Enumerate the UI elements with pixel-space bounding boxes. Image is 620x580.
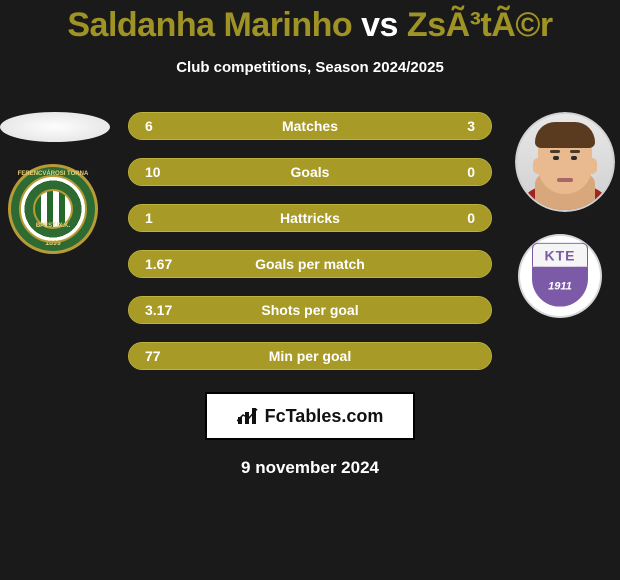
ferencvaros-crest-icon: FERENCVÁROSI TORNA BPEST.IX.K. 1899 [8,164,98,254]
stat-label: Goals [129,164,491,180]
stat-label: Hattricks [129,210,491,226]
fctables-badge: FcTables.com [205,392,415,440]
comparison-row: FERENCVÁROSI TORNA BPEST.IX.K. 1899 63Ma… [0,112,620,370]
kte-crest-label: KTE [532,243,588,267]
right-player-avatar [515,112,615,212]
stat-bar: 1.67Goals per match [128,250,492,278]
left-club-crest: FERENCVÁROSI TORNA BPEST.IX.K. 1899 [8,164,102,258]
stat-bar: 10Hattricks [128,204,492,232]
page-date: 9 november 2024 [0,458,620,478]
title-player2: ZsÃ³tÃ©r [407,6,553,44]
stat-label: Goals per match [129,256,491,272]
kte-crest-icon: KTE 1911 [518,234,602,318]
fctables-label: FcTables.com [265,406,384,427]
kte-crest-year: 1911 [532,267,588,307]
fctables-chart-icon [237,407,259,425]
stat-label: Min per goal [129,348,491,364]
crest-text-top: FERENCVÁROSI TORNA [11,171,95,177]
stat-bars: 63Matches 100Goals 10Hattricks 1.67Goals pe… [120,112,500,370]
stat-bar: 63Matches [128,112,492,140]
subtitle: Club competitions, Season 2024/2025 [0,59,620,76]
stat-label: Matches [129,118,491,134]
left-player-avatar [0,112,110,142]
crest-stripes-icon [33,189,73,229]
right-club-crest: KTE 1911 [518,234,612,328]
left-player-column: FERENCVÁROSI TORNA BPEST.IX.K. 1899 [0,112,120,258]
stat-label: Shots per goal [129,302,491,318]
title-player1: Saldanha Marinho [67,6,352,44]
crest-text-bottom: 1899 [11,240,95,247]
player-face-icon [515,112,615,212]
title-vs: vs [361,6,398,44]
crest-text-mid: BPEST.IX.K. [11,223,95,229]
page-title: Saldanha Marinho vs ZsÃ³tÃ©r [0,0,620,45]
stat-bar: 77Min per goal [128,342,492,370]
stat-bar: 3.17Shots per goal [128,296,492,324]
stat-bar: 100Goals [128,158,492,186]
right-player-column: KTE 1911 [500,112,620,328]
